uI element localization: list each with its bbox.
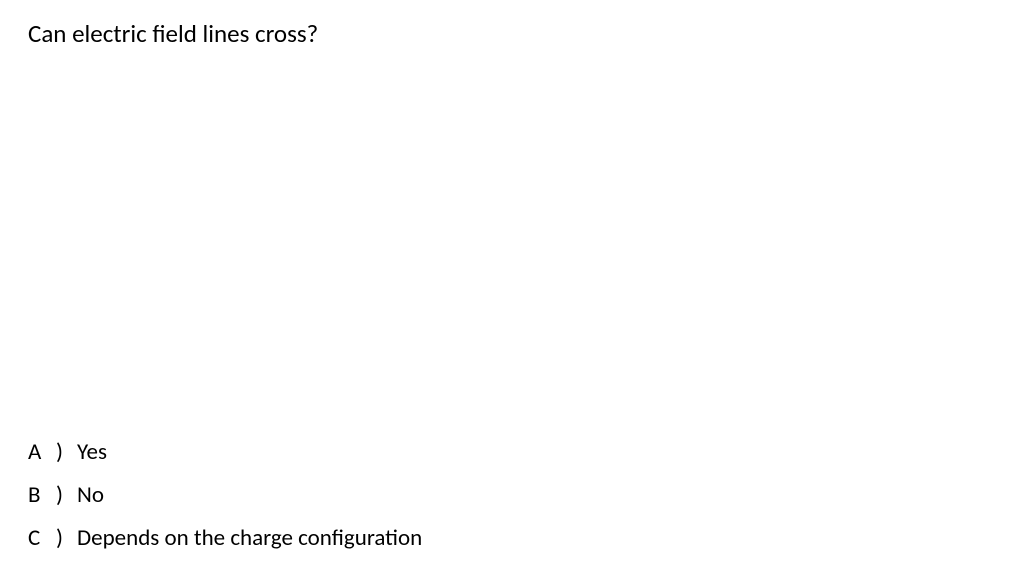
option-paren: ) bbox=[56, 441, 63, 464]
option-letter: A bbox=[28, 441, 56, 464]
question-text: Can electric field lines cross? bbox=[28, 18, 318, 49]
option-letter: C bbox=[28, 527, 56, 550]
option-paren: ) bbox=[56, 484, 63, 507]
option-a: A) Yes bbox=[28, 441, 422, 464]
option-paren: ) bbox=[56, 527, 63, 550]
options-list: A) Yes B) No C) Depends on the charge confi… bbox=[28, 441, 422, 550]
option-c: C) Depends on the charge configuration bbox=[28, 527, 422, 550]
option-text: Depends on the charge configuration bbox=[77, 527, 422, 550]
option-letter: B bbox=[28, 484, 56, 507]
option-text: Yes bbox=[77, 441, 107, 464]
option-text: No bbox=[77, 484, 104, 507]
option-b: B) No bbox=[28, 484, 422, 507]
